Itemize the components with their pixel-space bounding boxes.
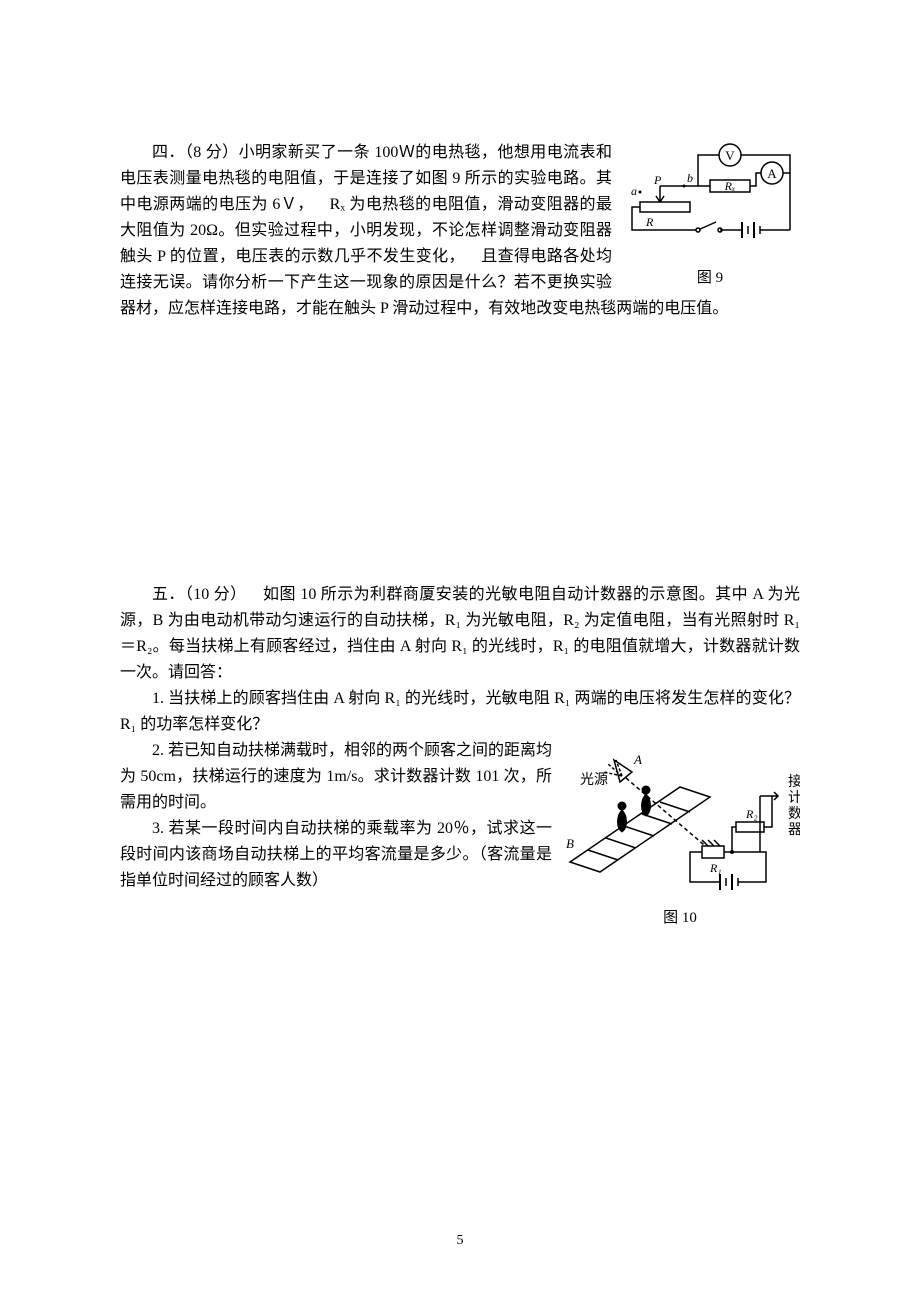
fig10-A: A [633, 752, 642, 767]
r-label: R [645, 215, 654, 229]
figure-9-block: V A Rₓ [620, 140, 800, 291]
page-number: 5 [0, 1228, 920, 1254]
problem-5: 五．（10 分） 如图 10 所示为利群商厦安装的光敏电阻自动计数器的示意图。其… [120, 582, 800, 935]
fig10-B: B [566, 836, 574, 851]
rx-label: Rₓ [724, 179, 736, 193]
figure-10-block: A 光源 B R₁ [560, 742, 800, 931]
a-label: a [631, 184, 637, 198]
ammeter-label: A [767, 166, 777, 181]
voltmeter-label: V [725, 148, 735, 163]
fig10-counter: 接 计 数 器 [788, 773, 800, 838]
problem-5-sub1: 1. 当扶梯上的顾客挡住由 A 射向 R₁ 的光线时，光敏电阻 R₁ 两端的电压… [120, 686, 800, 738]
figure-10-caption: 图 10 [560, 905, 800, 931]
problem-4: V A Rₓ [120, 140, 800, 322]
fig10-R1: R₁ [709, 861, 722, 875]
b-label: b [687, 171, 693, 185]
figure-9-svg: V A Rₓ [620, 140, 800, 252]
problem-5-intro: 五．（10 分） 如图 10 所示为利群商厦安装的光敏电阻自动计数器的示意图。其… [120, 582, 800, 686]
fig10-light: 光源 [580, 772, 608, 788]
p-label: P [653, 173, 662, 187]
figure-9-caption: 图 9 [620, 265, 800, 291]
page: V A Rₓ [0, 0, 920, 1302]
fig10-R2: R₂ [745, 807, 758, 821]
figure-10-svg: A 光源 B R₁ [560, 742, 800, 892]
